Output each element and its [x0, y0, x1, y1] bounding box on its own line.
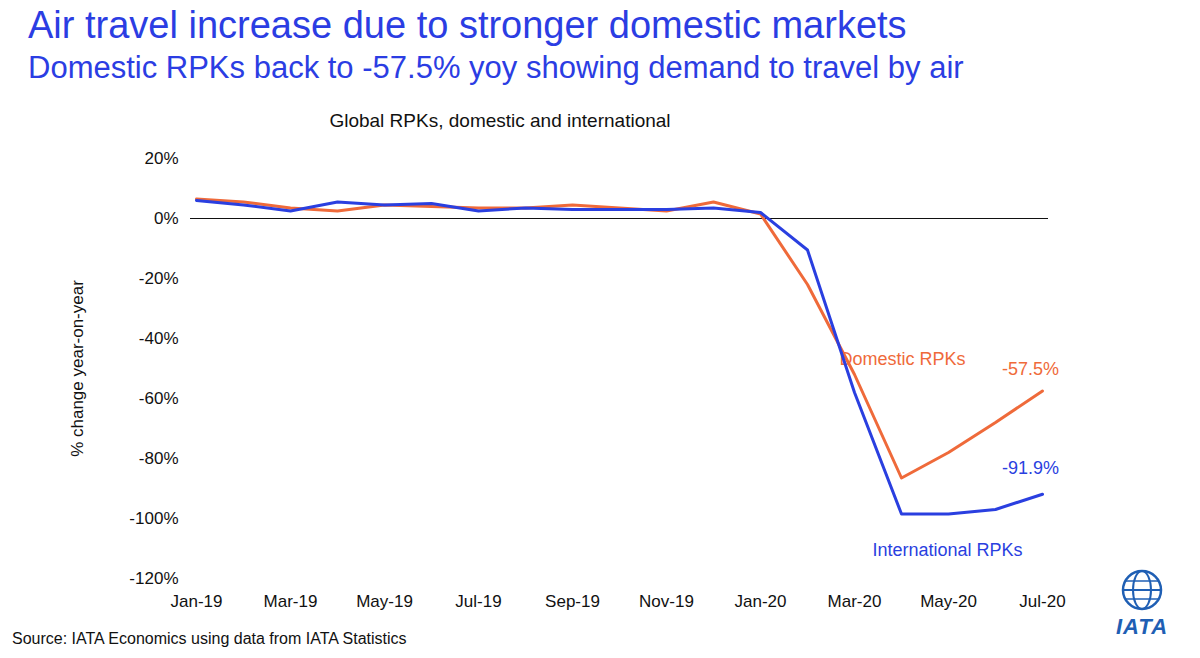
svg-text:Jan-19: Jan-19	[171, 592, 223, 611]
svg-text:0%: 0%	[154, 209, 179, 228]
svg-text:% change year-on-year: % change year-on-year	[68, 280, 87, 457]
svg-text:-40%: -40%	[139, 329, 179, 348]
svg-text:International RPKs: International RPKs	[872, 540, 1022, 560]
svg-text:-91.9%: -91.9%	[1002, 458, 1059, 478]
svg-text:-80%: -80%	[139, 449, 179, 468]
svg-text:Jul-19: Jul-19	[455, 592, 501, 611]
svg-text:Nov-19: Nov-19	[639, 592, 694, 611]
svg-text:Domestic RPKs: Domestic RPKs	[839, 349, 965, 369]
html-text:IATA: IATA	[1116, 614, 1168, 639]
svg-text:May-20: May-20	[920, 592, 977, 611]
svg-text:May-19: May-19	[356, 592, 413, 611]
html-text:Source: IATA Economics using d: Source: IATA Economics using data from I…	[12, 630, 407, 647]
svg-text:Jan-20: Jan-20	[735, 592, 787, 611]
html-text:Global RPKs, domestic and inte: Global RPKs, domestic and international	[329, 110, 671, 131]
svg-text:20%: 20%	[144, 149, 178, 168]
svg-text:Jul-20: Jul-20	[1019, 592, 1065, 611]
html-text:Air travel increase due to str: Air travel increase due to stronger dome…	[28, 4, 907, 46]
svg-text:-20%: -20%	[139, 269, 179, 288]
svg-text:-120%: -120%	[129, 569, 178, 588]
svg-text:-57.5%: -57.5%	[1002, 359, 1059, 379]
html-text:Domestic RPKs back to -57.5% y: Domestic RPKs back to -57.5% yoy showing…	[28, 50, 964, 85]
svg-text:Mar-19: Mar-19	[264, 592, 318, 611]
svg-text:Mar-20: Mar-20	[828, 592, 882, 611]
svg-text:-60%: -60%	[139, 389, 179, 408]
svg-text:Sep-19: Sep-19	[545, 592, 600, 611]
svg-text:-100%: -100%	[129, 509, 178, 528]
